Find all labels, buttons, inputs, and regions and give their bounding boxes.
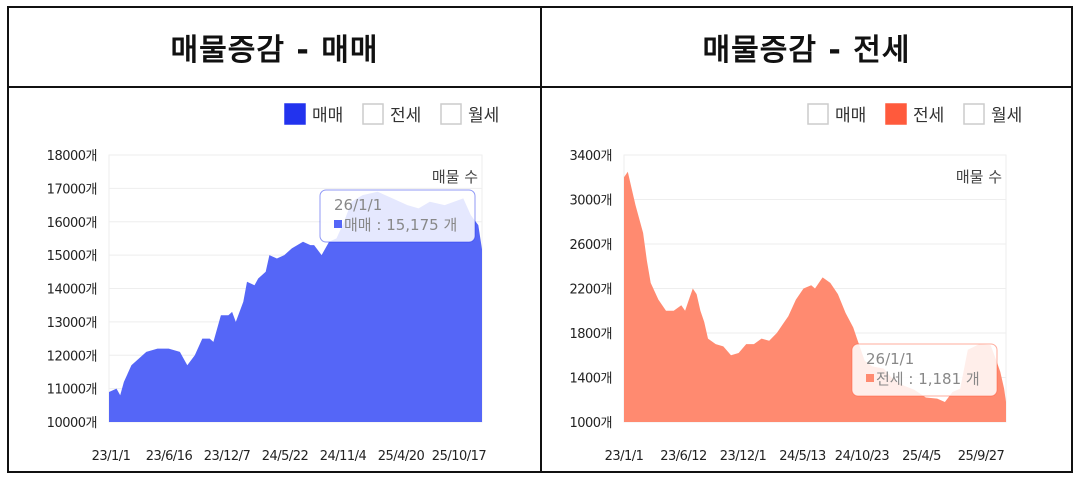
y-tick-label: 16000개 bbox=[47, 216, 97, 231]
y-tick-label: 10000개 bbox=[47, 416, 97, 431]
legend-swatch-전세[interactable] bbox=[885, 103, 907, 125]
tooltip-marker bbox=[866, 374, 874, 382]
x-tick-label: 23/12/7 bbox=[204, 449, 251, 464]
legend-swatch-매매[interactable] bbox=[807, 103, 829, 125]
x-tick-label: 23/1/1 bbox=[605, 449, 644, 464]
legend-label[interactable]: 전세 bbox=[913, 106, 944, 126]
y-tick-label: 1400개 bbox=[569, 372, 612, 387]
y-tick-label: 3000개 bbox=[569, 194, 612, 209]
x-tick-label: 25/4/20 bbox=[378, 449, 425, 464]
chart-sale: 매매 전세 월세 10000개 11000개 12000개 13000개 14000개 1500… bbox=[47, 103, 499, 464]
y-tick-label: 1800개 bbox=[569, 327, 612, 342]
legend-swatch-전세[interactable] bbox=[362, 103, 384, 125]
x-tick-label: 23/6/12 bbox=[660, 449, 707, 464]
tooltip-marker bbox=[334, 220, 342, 228]
legend-label[interactable]: 매매 bbox=[312, 106, 343, 126]
x-tick-label: 24/5/13 bbox=[779, 449, 826, 464]
x-tick-label: 24/11/4 bbox=[320, 449, 367, 464]
x-tick-label: 25/9/27 bbox=[958, 449, 1005, 464]
charts-frame: 매물증감 - 매매 매매 전세 월세 10000개 11000개 12000개 13000개… bbox=[7, 6, 1073, 473]
x-tick-label: 25/4/5 bbox=[902, 449, 941, 464]
chart-title: 매물증감 - 전세 bbox=[542, 8, 1071, 88]
area-series bbox=[109, 191, 482, 422]
legend-swatch-매매[interactable] bbox=[284, 103, 306, 125]
y-tick-label: 11000개 bbox=[47, 383, 97, 398]
area-series bbox=[624, 171, 1006, 422]
legend-swatch-월세[interactable] bbox=[440, 103, 462, 125]
legend-label[interactable]: 전세 bbox=[390, 106, 421, 126]
tooltip-box bbox=[851, 343, 998, 397]
y-tick-label: 2600개 bbox=[569, 238, 612, 253]
tooltip-value: 매매 : 15,175 개 bbox=[344, 216, 457, 234]
y-tick-label: 14000개 bbox=[47, 283, 97, 298]
legend-label[interactable]: 월세 bbox=[991, 106, 1022, 126]
series-label: 매물 수 bbox=[432, 168, 478, 186]
y-tick-label: 2200개 bbox=[569, 283, 612, 298]
chart-jeonse: 매매 전세 월세 1000개 1400개 1800개 2200개 2600개 3000개 3400… bbox=[569, 103, 1022, 464]
panel-sale: 매물증감 - 매매 매매 전세 월세 10000개 11000개 12000개 13000개… bbox=[9, 8, 540, 471]
tooltip-value: 전세 : 1,181 개 bbox=[876, 370, 980, 388]
x-tick-label: 23/6/16 bbox=[146, 449, 193, 464]
y-tick-label: 17000개 bbox=[47, 182, 97, 197]
y-tick-label: 18000개 bbox=[47, 149, 97, 164]
tooltip-date: 26/1/1 bbox=[334, 196, 382, 214]
x-tick-label: 25/10/17 bbox=[432, 449, 487, 464]
tooltip-box bbox=[319, 189, 476, 243]
y-tick-label: 3400개 bbox=[569, 149, 612, 164]
y-tick-label: 1000개 bbox=[569, 416, 612, 431]
legend-label[interactable]: 매매 bbox=[835, 106, 866, 126]
y-tick-label: 12000개 bbox=[47, 349, 97, 364]
x-tick-label: 23/1/1 bbox=[92, 449, 131, 464]
panel-jeonse: 매물증감 - 전세 매매 전세 월세 1000개 1400개 1800개 2200개 2600… bbox=[540, 8, 1071, 471]
legend-label[interactable]: 월세 bbox=[468, 106, 499, 126]
x-tick-label: 23/12/1 bbox=[720, 449, 767, 464]
tooltip-date: 26/1/1 bbox=[866, 350, 914, 368]
x-tick-label: 24/10/23 bbox=[835, 449, 890, 464]
y-tick-label: 13000개 bbox=[47, 316, 97, 331]
series-label: 매물 수 bbox=[956, 168, 1002, 186]
x-tick-label: 24/5/22 bbox=[262, 449, 309, 464]
y-tick-label: 15000개 bbox=[47, 249, 97, 264]
legend-swatch-월세[interactable] bbox=[963, 103, 985, 125]
chart-title: 매물증감 - 매매 bbox=[9, 8, 540, 88]
